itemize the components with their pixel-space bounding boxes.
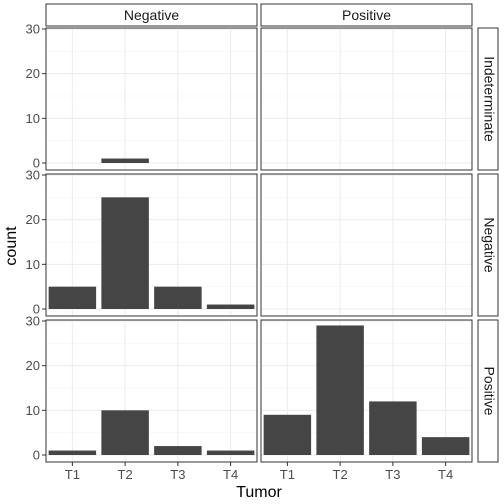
y-tick-label: 20 <box>26 212 40 227</box>
panel-border <box>45 173 258 317</box>
bar-positive-positive-t3 <box>369 401 417 455</box>
x-tick-label: T2 <box>333 467 348 482</box>
x-axis-title: Tumor <box>236 484 282 501</box>
panel-background <box>261 28 472 170</box>
panel-background <box>261 174 472 316</box>
bar-positive-positive-t4 <box>421 437 470 455</box>
y-tick-label: 10 <box>26 111 40 126</box>
y-tick-label: 0 <box>33 302 40 317</box>
y-tick-label: 30 <box>26 314 40 329</box>
bar-positive-negative-t2 <box>101 410 149 455</box>
x-tick-label: T4 <box>438 467 453 482</box>
panel-border <box>260 173 473 317</box>
bar-negative-negative-t3 <box>154 286 202 309</box>
y-tick-label: 10 <box>26 403 40 418</box>
bar-positive-positive-t1 <box>263 414 312 455</box>
x-tick-label: T3 <box>385 467 400 482</box>
x-tick-label: T2 <box>118 467 133 482</box>
x-tick-label: T1 <box>65 467 80 482</box>
y-tick-label: 10 <box>26 257 40 272</box>
y-tick-label: 30 <box>26 168 40 183</box>
bar-negative-negative-t4 <box>206 304 255 309</box>
panel-background <box>46 28 257 170</box>
column-strip-positive <box>260 3 473 27</box>
panel-border <box>260 27 473 171</box>
x-tick-label: T3 <box>170 467 185 482</box>
panel-border <box>45 319 258 463</box>
row-strip-label: Negative <box>481 217 497 272</box>
y-axis-title: count <box>3 226 20 266</box>
y-tick-label: 30 <box>26 22 40 37</box>
bar-positive-positive-t2 <box>316 325 364 455</box>
bar-negative-negative-t1 <box>48 286 97 309</box>
row-strip-indeterminate <box>477 27 499 171</box>
panel-border <box>260 319 473 463</box>
x-tick-label: T1 <box>280 467 295 482</box>
y-tick-label: 0 <box>33 156 40 171</box>
y-tick-label: 20 <box>26 358 40 373</box>
column-strip-label: Negative <box>124 7 179 23</box>
row-strip-label: Positive <box>481 366 497 415</box>
column-strip-label: Positive <box>342 7 391 23</box>
y-tick-label: 20 <box>26 66 40 81</box>
bar-positive-negative-t3 <box>154 446 202 455</box>
bar-positive-negative-t4 <box>206 450 255 455</box>
x-tick-label: T4 <box>223 467 238 482</box>
bar-negative-negative-t2 <box>101 197 149 309</box>
column-strip-negative <box>45 3 258 27</box>
panel-border <box>45 27 258 171</box>
y-tick-label: 0 <box>33 448 40 463</box>
bar-indeterminate-negative-t2 <box>101 158 149 163</box>
row-strip-negative <box>477 173 499 317</box>
panel-background <box>46 320 257 462</box>
row-strip-label: Indeterminate <box>481 56 497 142</box>
row-strip-positive <box>477 319 499 463</box>
bar-positive-negative-t1 <box>48 450 97 455</box>
